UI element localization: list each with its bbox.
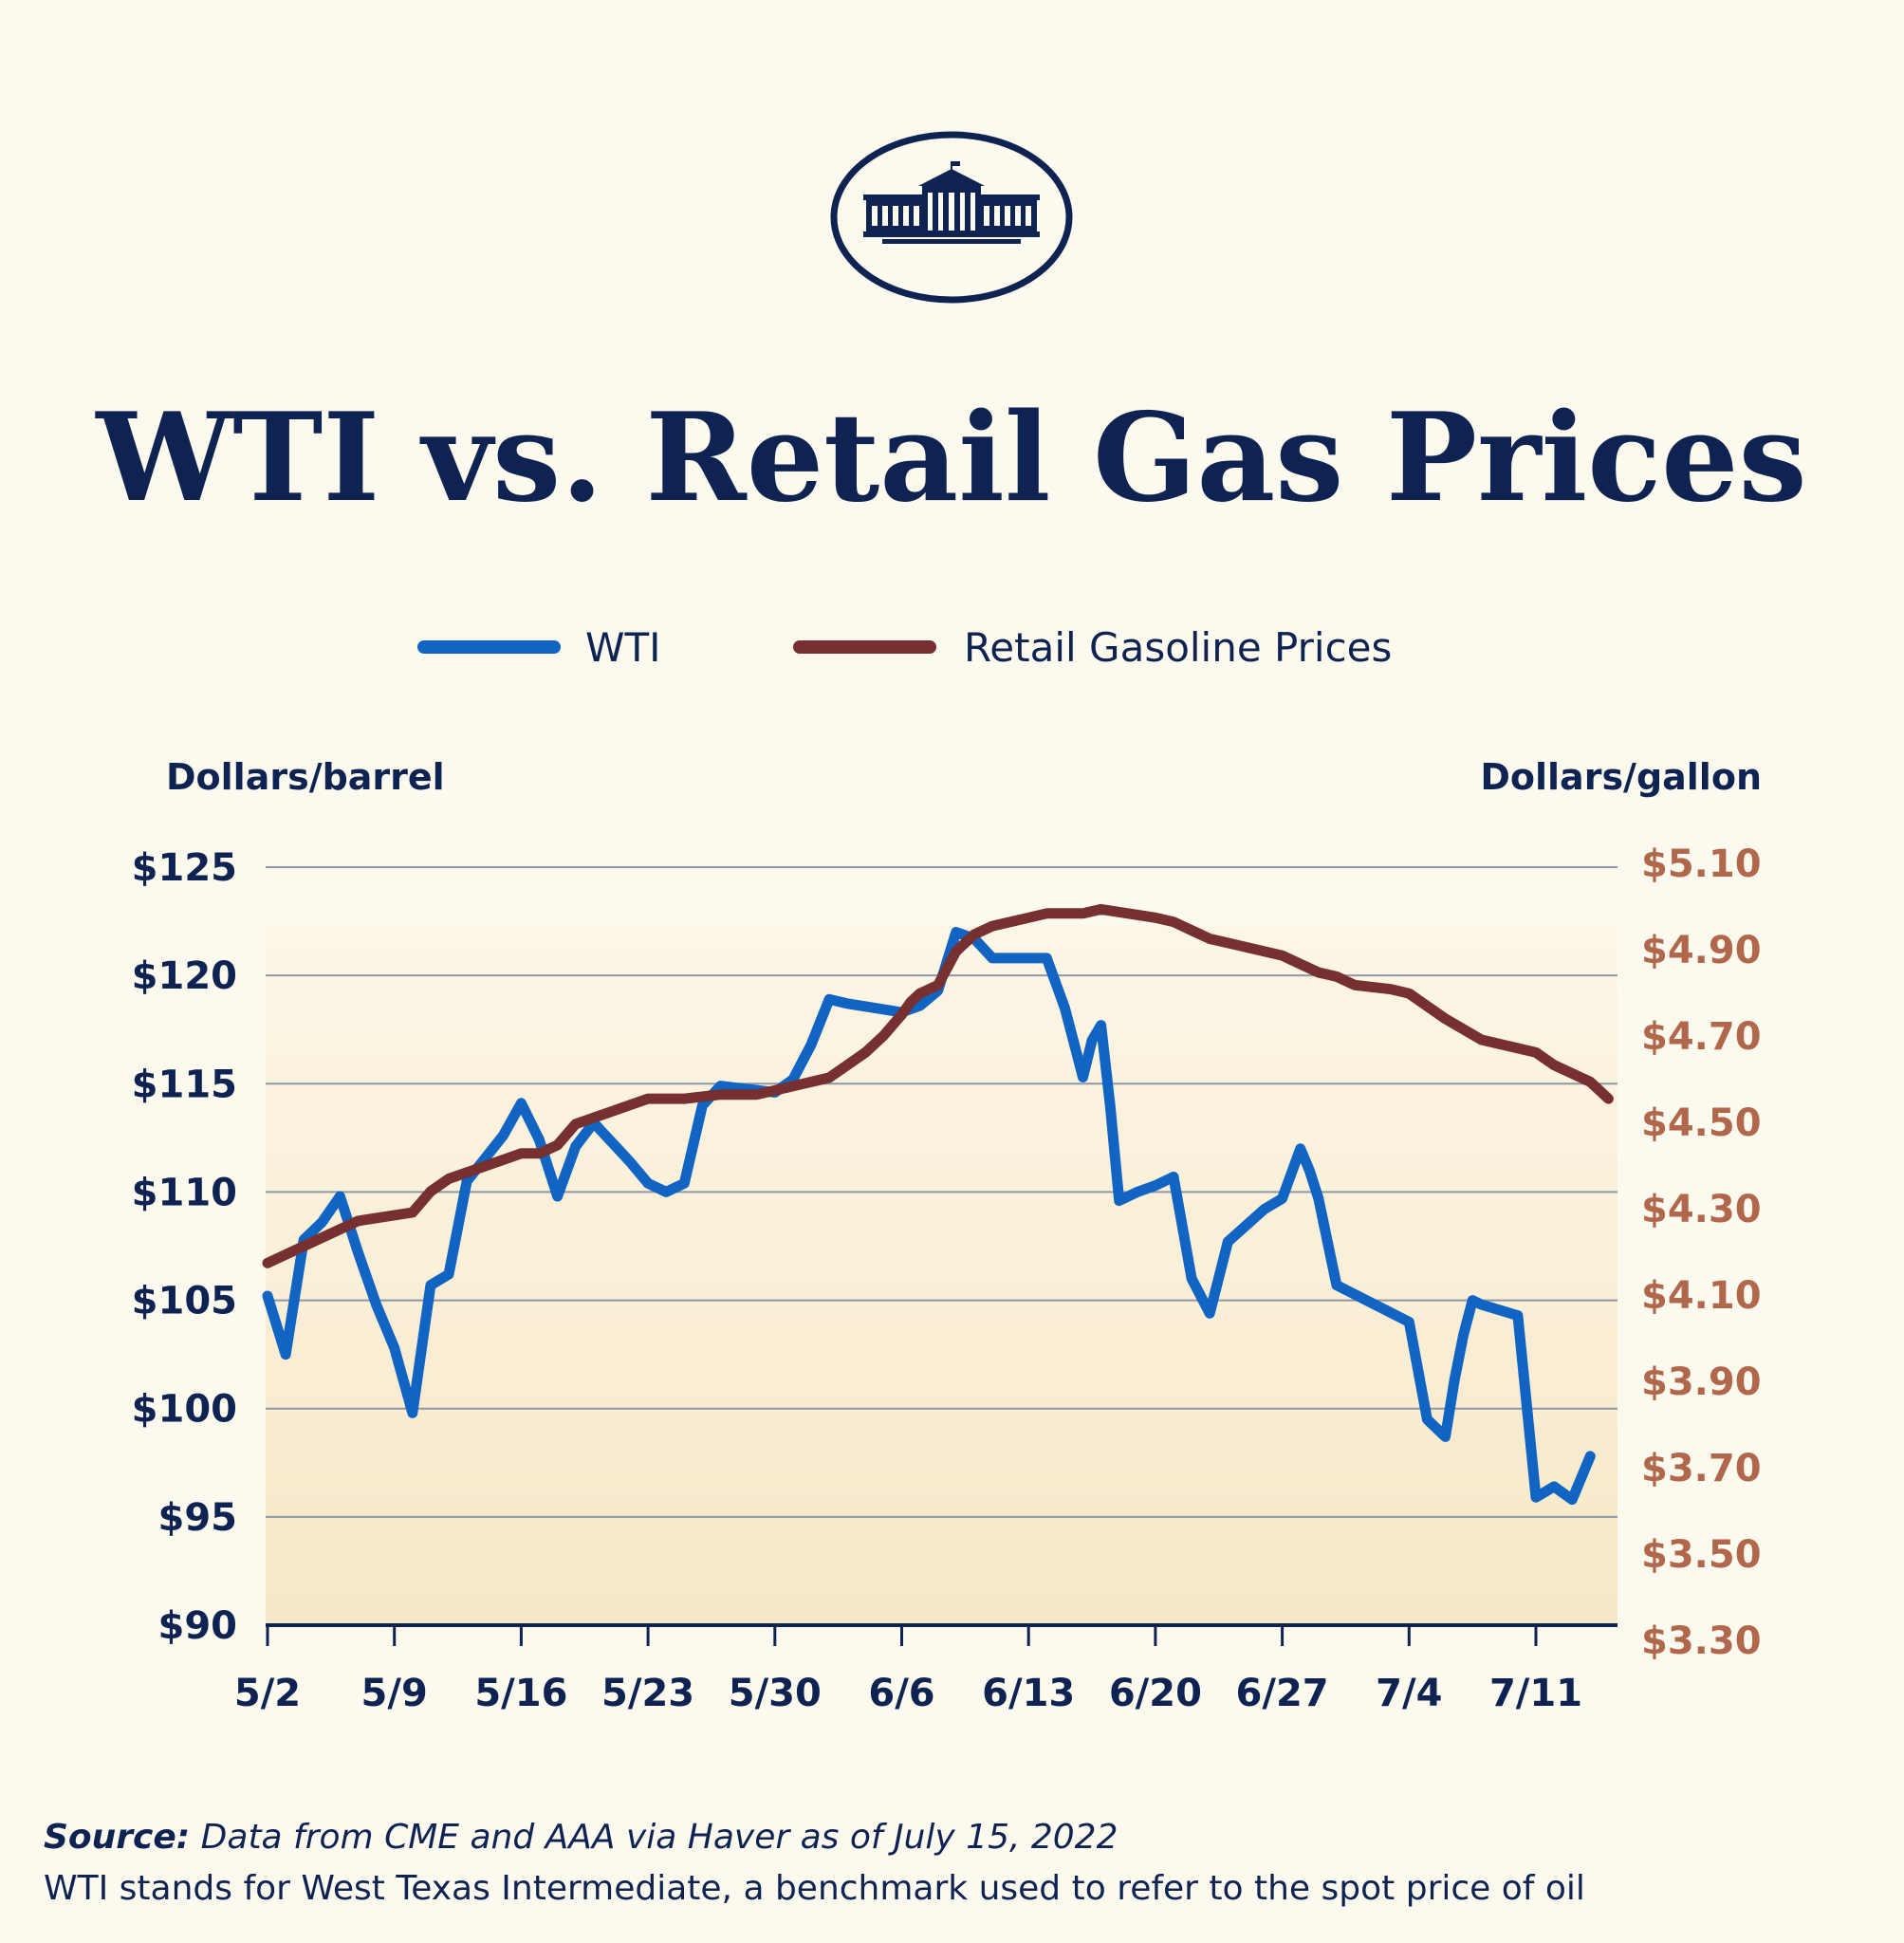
plot-area xyxy=(266,925,1617,1625)
gas-price-line xyxy=(262,903,1614,1268)
source-line: Source: Data from CME and AAA via Haver … xyxy=(44,1812,1875,1863)
axes: $90 $95 $100 $105 $110 $115 $120 $125 $5.10 $4.90… xyxy=(132,842,1762,1715)
grid-lines xyxy=(266,866,1617,1518)
right-axis-tick-label: $5.10 xyxy=(1641,842,1762,886)
legend-gas-label: Retail Gasoline Prices xyxy=(964,624,1392,671)
x-axis-tick-label: 5/30 xyxy=(729,1672,822,1715)
source-label: Source: xyxy=(44,1818,191,1857)
x-axis-tick-label: 6/27 xyxy=(1236,1672,1329,1715)
x-axis-tick-label: 7/4 xyxy=(1376,1672,1442,1715)
left-axis-tick-label: $100 xyxy=(132,1388,237,1432)
right-axis-tick-label: $4.30 xyxy=(1641,1188,1762,1231)
left-axis-tick-label: $90 xyxy=(158,1604,238,1648)
chart-title: WTI vs. Retail Gas Prices xyxy=(94,387,1806,529)
right-axis-tick-label: $3.30 xyxy=(1641,1619,1762,1663)
left-axis-tick-label: $105 xyxy=(132,1280,237,1323)
x-axis-tick-label: 7/11 xyxy=(1489,1672,1582,1715)
white-house-seal-icon xyxy=(830,131,1073,304)
source-text: Data from CME and AAA via Haver as of Ju… xyxy=(200,1818,1118,1857)
x-axis-tick-label: 5/2 xyxy=(234,1672,301,1715)
left-axis-title: Dollars/barrel xyxy=(166,756,445,798)
left-axis-tick-label: $115 xyxy=(132,1063,237,1106)
left-axis-tick-label: $120 xyxy=(132,954,237,998)
legend: WTI Retail Gasoline Prices xyxy=(417,624,1392,671)
x-axis-tick-label: 6/20 xyxy=(1109,1672,1202,1715)
right-axis-tick-label: $3.90 xyxy=(1641,1360,1762,1404)
x-axis-tick-label: 5/9 xyxy=(361,1672,428,1715)
x-axis-tick-label: 6/13 xyxy=(982,1672,1075,1715)
right-axis-tick-label: $4.90 xyxy=(1641,929,1762,972)
x-axis-tick-label: 5/16 xyxy=(474,1672,567,1715)
x-axis-tick-label: 5/23 xyxy=(601,1672,694,1715)
right-axis-tick-label: $3.50 xyxy=(1641,1533,1762,1577)
left-axis-tick-label: $125 xyxy=(132,846,237,890)
series-lines xyxy=(262,903,1614,1506)
legend-wti-label: WTI xyxy=(585,624,661,671)
wti-note: WTI stands for West Texas Intermediate, … xyxy=(44,1869,1585,1908)
left-axis-tick-label: $110 xyxy=(132,1171,237,1214)
right-axis-title: Dollars/gallon xyxy=(1480,756,1762,798)
right-axis-tick-label: $4.50 xyxy=(1641,1101,1762,1145)
x-axis-tick-label: 6/6 xyxy=(868,1672,934,1715)
footnote: Source: Data from CME and AAA via Haver … xyxy=(44,1812,1875,1915)
left-axis-tick-label: $95 xyxy=(158,1496,238,1540)
right-axis-tick-label: $4.70 xyxy=(1641,1015,1762,1059)
right-axis-tick-label: $3.70 xyxy=(1641,1447,1762,1490)
right-axis-tick-label: $4.10 xyxy=(1641,1274,1762,1318)
